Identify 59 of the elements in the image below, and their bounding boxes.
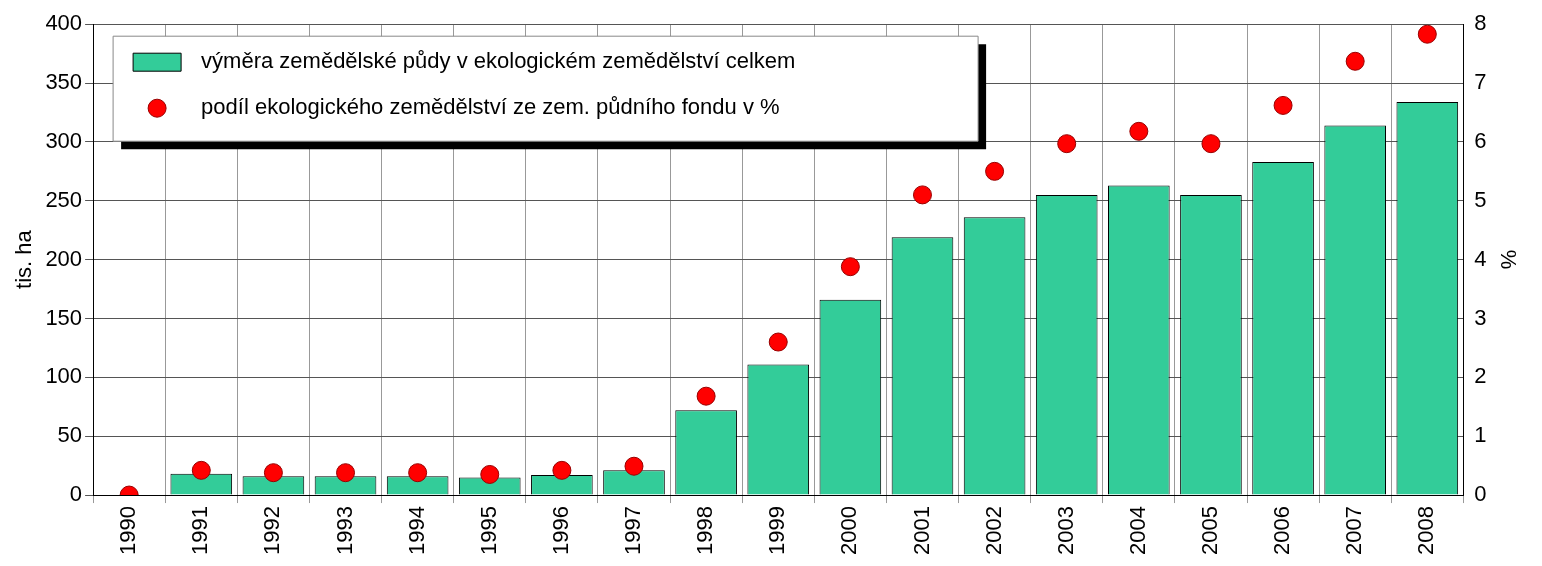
y2-tick-label: 1 [1474, 422, 1487, 448]
legend-label: podíl ekologického zemědělství ze zem. půdního fondu v % [201, 94, 780, 120]
point [768, 332, 788, 352]
point [263, 463, 283, 483]
x-tick-label: 1992 [259, 506, 285, 556]
x-tick-label: 1991 [187, 506, 213, 556]
y2-axis-title: % [1495, 249, 1521, 270]
x-tick-label: 2005 [1197, 506, 1223, 556]
y2-tick-label: 4 [1474, 245, 1487, 271]
y-tick-label: 0 [69, 481, 83, 507]
x-tick-label: 2008 [1413, 506, 1439, 556]
legend-label: výměra zemědělské půdy v ekologickém zemědělství celkem [201, 48, 796, 74]
point [985, 161, 1005, 181]
y-tick-label: 100 [45, 363, 83, 389]
y2-tick-label: 2 [1474, 363, 1487, 389]
point [624, 456, 644, 476]
point [191, 460, 211, 480]
y2-tick-label: 8 [1474, 10, 1487, 36]
x-tick-label: 2002 [980, 506, 1006, 556]
point [696, 386, 716, 406]
point [1345, 51, 1365, 71]
point [336, 463, 356, 483]
y-tick-label: 300 [45, 127, 83, 153]
point [912, 185, 932, 205]
y2-tick-label: 0 [1474, 481, 1487, 507]
x-tick-label: 2007 [1341, 506, 1367, 556]
point [840, 257, 860, 277]
x-tick-label: 2003 [1052, 506, 1078, 556]
y2-tick-label: 6 [1474, 127, 1487, 153]
x-tick-label: 1990 [115, 506, 141, 556]
y-tick-label: 50 [57, 422, 83, 448]
x-tick-label: 1993 [331, 506, 357, 556]
y-axis-title: tis. ha [11, 229, 37, 289]
x-tick-label: 1997 [620, 506, 646, 556]
point [1129, 121, 1149, 141]
y2-tick-label: 7 [1474, 69, 1487, 95]
x-tick-label: 1998 [692, 506, 718, 556]
x-tick-label: 2004 [1124, 506, 1150, 556]
y2-tick-label: 3 [1474, 304, 1487, 330]
y-tick-label: 250 [45, 186, 83, 212]
y-tick-label: 350 [45, 69, 83, 95]
point [1201, 134, 1221, 154]
y2-tick-label: 5 [1474, 186, 1487, 212]
x-tick-label: 1996 [547, 506, 573, 556]
x-tick-label: 1999 [764, 506, 790, 556]
x-tick-label: 1994 [403, 506, 429, 556]
point [1057, 134, 1077, 154]
point [1273, 95, 1293, 115]
y-tick-label: 150 [45, 304, 83, 330]
point [1417, 24, 1437, 44]
x-tick-label: 2000 [836, 506, 862, 556]
point [552, 460, 572, 480]
x-tick-label: 1995 [475, 506, 501, 556]
point [480, 464, 500, 484]
y-tick-label: 400 [45, 10, 83, 36]
point [408, 463, 428, 483]
y-tick-label: 200 [45, 245, 83, 271]
x-tick-label: 2006 [1269, 506, 1295, 556]
x-tick-label: 2001 [908, 506, 934, 556]
